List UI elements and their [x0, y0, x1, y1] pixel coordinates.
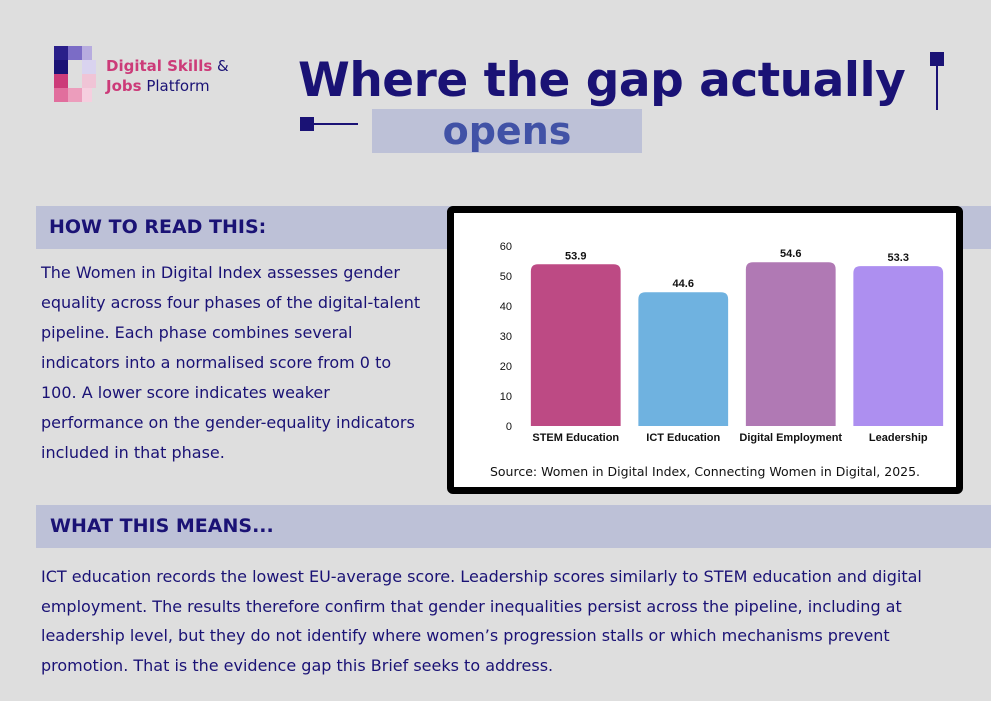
bar-stem-education — [530, 264, 621, 426]
section-band-what-this-means — [36, 505, 991, 548]
page-title: Where the gap actually — [298, 53, 906, 108]
y-tick-label: 40 — [500, 301, 512, 313]
y-tick-label: 10 — [500, 391, 512, 403]
logo-line1: Digital Skills — [106, 57, 213, 75]
what-this-means-text: ICT education records the lowest EU-aver… — [41, 567, 922, 675]
y-tick-label: 30 — [500, 331, 512, 343]
y-tick-label: 50 — [500, 271, 512, 283]
bar-ict-education — [638, 292, 729, 426]
title-highlight-box — [372, 109, 642, 153]
logo: Digital Skills & Jobs Platform — [54, 46, 244, 106]
y-tick-label: 0 — [506, 421, 512, 433]
bar-digital-employment — [745, 262, 836, 426]
bar-value-label: 53.3 — [888, 252, 909, 264]
chart-card: 0 10 20 30 40 50 60 53.9 STEM Education 44.6 ICT E… — [447, 206, 963, 494]
bar-value-label: 53.9 — [565, 250, 586, 262]
logo-line2b: Platform — [141, 77, 210, 95]
page-title-highlight: opens — [442, 109, 572, 153]
x-tick-label: Digital Employment — [739, 432, 842, 444]
logo-text: Digital Skills & Jobs Platform — [106, 56, 229, 96]
section-heading-what-this-means: WHAT THIS MEANS... — [50, 515, 274, 537]
flag-decoration — [930, 52, 944, 110]
title-dash-decoration — [300, 117, 358, 131]
logo-amp: & — [212, 57, 229, 75]
platform-logo-icon — [54, 46, 96, 102]
bar-chart: 0 10 20 30 40 50 60 53.9 STEM Education 44.6 ICT E… — [500, 241, 944, 444]
x-tick-label: Leadership — [869, 432, 928, 444]
y-tick-label: 20 — [500, 361, 512, 373]
how-to-read-text: The Women in Digital Index assesses gend… — [41, 263, 421, 462]
x-tick-label: STEM Education — [532, 432, 619, 444]
bar-value-label: 54.6 — [780, 248, 801, 260]
bar-leadership — [853, 266, 944, 426]
section-heading-how-to-read: HOW TO READ THIS: — [49, 216, 267, 238]
chart-source: Source: Women in Digital Index, Connecti… — [489, 464, 921, 479]
bar-value-label: 44.6 — [673, 278, 694, 290]
y-tick-label: 60 — [500, 241, 512, 253]
x-tick-label: ICT Education — [646, 432, 720, 444]
logo-line2a: Jobs — [106, 77, 142, 95]
